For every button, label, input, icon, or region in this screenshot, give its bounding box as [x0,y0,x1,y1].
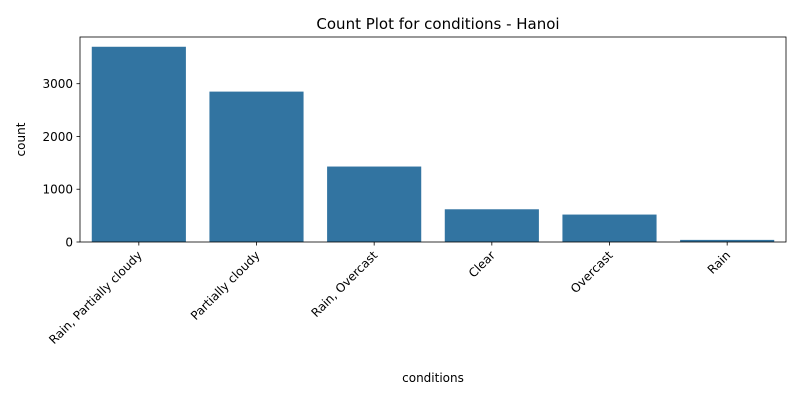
y-tick-label-2: 2000 [42,130,73,144]
y-tick-label-3: 3000 [42,77,73,91]
bar-3 [444,209,539,242]
bar-4 [562,214,657,242]
plot-frame [79,36,787,243]
bar-5 [680,239,775,242]
bar-1 [209,91,304,242]
y-tick-label-0: 0 [65,236,73,250]
bar-0 [91,46,186,243]
y-axis-label: count [14,122,28,156]
chart-title: Count Plot for conditions - Hanoi [316,15,559,33]
y-axis: 0 1000 2000 3000 [42,77,80,250]
x-axis-label: conditions [402,371,464,385]
bar-2 [327,166,422,242]
y-tick-label-1: 1000 [42,183,73,197]
axes-group [79,36,787,243]
bars-group [91,46,775,243]
